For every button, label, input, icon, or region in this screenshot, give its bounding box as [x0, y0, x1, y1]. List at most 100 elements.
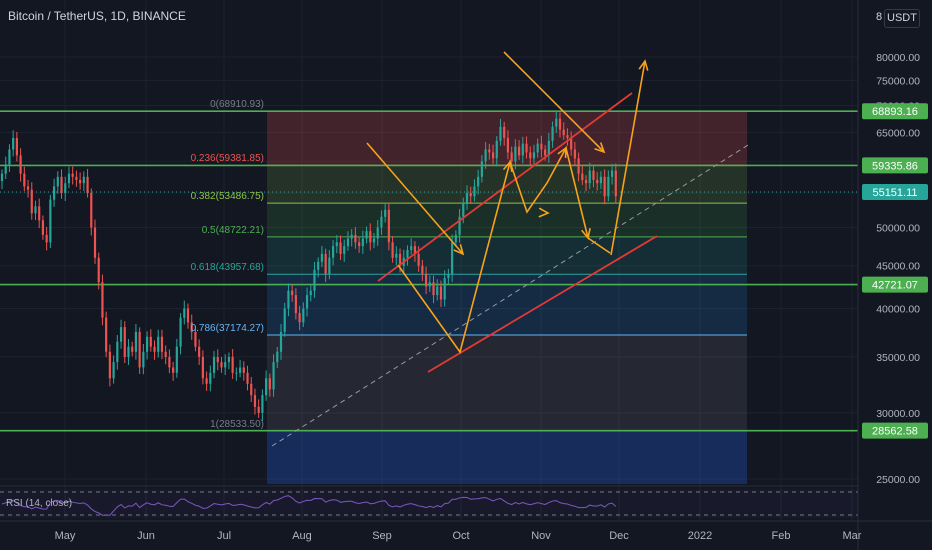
- time-tick: Aug: [292, 530, 312, 542]
- candle-body: [49, 199, 52, 243]
- candle-body: [82, 176, 85, 184]
- candle-body: [413, 246, 417, 254]
- time-tick: Mar: [843, 530, 862, 542]
- arrow-up-target-head: [638, 59, 649, 71]
- candle-body: [614, 170, 617, 197]
- candle-body: [298, 313, 301, 323]
- candle-body: [12, 137, 15, 150]
- candle-body: [417, 253, 420, 266]
- time-axis[interactable]: May Jun Jul Aug Sep Oct Nov Dec 2022 Feb Mar: [0, 520, 932, 542]
- candle-body: [328, 257, 331, 274]
- channel-lower-line: [427, 235, 658, 373]
- candle-body: [480, 161, 483, 177]
- candle-body: [4, 164, 7, 174]
- candle-body: [510, 152, 513, 162]
- arrow-down-right: [503, 51, 605, 153]
- price-tick: 35000.00: [876, 352, 920, 364]
- candle-body: [19, 155, 22, 174]
- candle-body: [235, 372, 238, 374]
- candle-body: [495, 140, 498, 159]
- candle-body: [324, 253, 327, 274]
- candle-body: [101, 282, 104, 318]
- candle-body: [198, 346, 201, 357]
- candle-body: [532, 152, 536, 159]
- fib-zone: [267, 236, 747, 275]
- candle-body: [462, 202, 465, 217]
- candle-body: [558, 118, 562, 130]
- candle-body: [525, 143, 528, 153]
- price-tick: 45000.00: [876, 261, 920, 273]
- candle-body: [153, 346, 156, 352]
- zigzag-head-2: [538, 207, 550, 218]
- candle-body: [313, 269, 316, 291]
- candle-body: [8, 149, 11, 165]
- rsi-band: [0, 489, 858, 518]
- price-label-text: 59335.86: [872, 160, 918, 172]
- rsi-line: [1, 495, 617, 516]
- symbol-title[interactable]: Bitcoin / TetherUS, 1D, BINANCE: [8, 9, 186, 23]
- candle-body: [424, 273, 428, 287]
- candle-body: [536, 143, 539, 153]
- candle-body: [607, 176, 610, 197]
- time-tick: Oct: [452, 530, 469, 542]
- candle-body: [302, 308, 305, 323]
- candle-body: [250, 383, 253, 396]
- candle-body: [354, 234, 357, 243]
- candle-body: [287, 290, 290, 309]
- candle-body: [145, 336, 149, 352]
- candle-body: [506, 137, 510, 153]
- candle-body: [227, 356, 231, 363]
- candle-body: [540, 143, 543, 150]
- rsi-pane: RSI (14, close): [0, 485, 932, 518]
- candle-body: [335, 242, 338, 247]
- candle-body: [123, 327, 126, 357]
- candle-body: [350, 234, 353, 239]
- candle-body: [60, 176, 63, 193]
- arrow-down-right-head: [594, 142, 606, 154]
- candle-body: [190, 322, 193, 332]
- candle-body: [242, 367, 245, 373]
- price-label-box: [862, 157, 928, 174]
- candle-body: [376, 227, 379, 239]
- candle-body: [305, 295, 309, 309]
- rsi-label: RSI (14, close): [6, 498, 72, 509]
- candle-body: [23, 173, 26, 187]
- candle-body: [253, 395, 257, 407]
- candle-body: [309, 290, 312, 296]
- candle-body: [339, 242, 342, 254]
- chart-grid: [0, 0, 858, 520]
- diagonal-dashed-line: [271, 144, 749, 447]
- candle-body: [521, 143, 524, 156]
- candle-body: [439, 286, 443, 300]
- fib-label: 0.382(53486.75): [191, 191, 264, 202]
- currency-button[interactable]: USDT: [884, 9, 920, 28]
- candle-body: [384, 209, 387, 217]
- candle-body: [320, 253, 324, 262]
- candle-body: [573, 149, 576, 159]
- candle-body: [75, 176, 78, 180]
- candle-body: [272, 362, 275, 390]
- time-tick: 2022: [688, 530, 712, 542]
- candle-body: [387, 209, 390, 243]
- candle-body: [361, 238, 364, 247]
- candle-body: [592, 170, 595, 180]
- price-axis[interactable]: 80000.0075000.0070000.0065000.0060000.00…: [857, 0, 932, 550]
- candle-body: [331, 246, 335, 258]
- candle-body: [465, 192, 469, 203]
- candle-body: [283, 308, 286, 332]
- candle-body: [112, 362, 115, 379]
- candle-body: [562, 129, 565, 136]
- time-tick: May: [55, 530, 76, 542]
- time-tick: Feb: [772, 530, 791, 542]
- candle-body: [398, 253, 402, 266]
- candle-body: [175, 346, 178, 373]
- candle-body: [365, 231, 368, 239]
- candle-body: [555, 118, 558, 127]
- candle-body: [406, 249, 409, 258]
- candle-body: [584, 179, 588, 184]
- fib-zones: [267, 110, 747, 484]
- price-label-box: [862, 103, 928, 120]
- candle-body: [581, 173, 584, 180]
- candle-body: [469, 192, 472, 197]
